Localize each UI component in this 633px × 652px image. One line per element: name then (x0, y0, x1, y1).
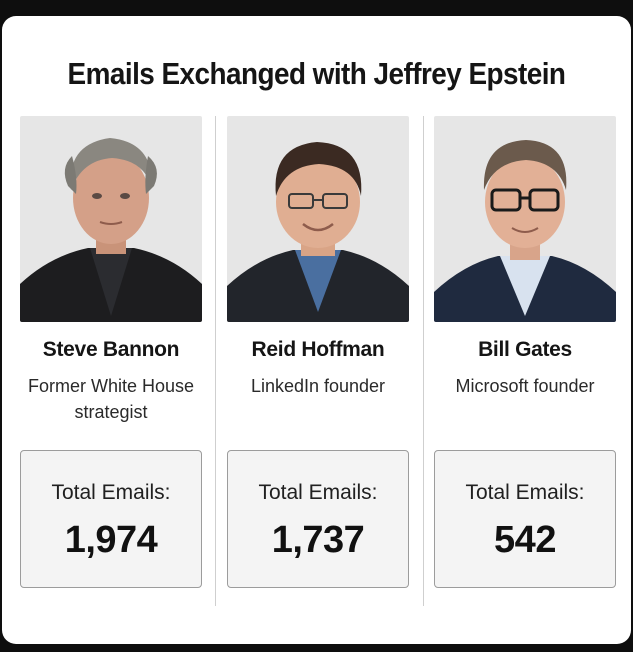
person-name: Steve Bannon (42, 338, 180, 361)
person-role: Microsoft founder (455, 376, 595, 396)
person-role: Former White House strategist (27, 376, 195, 422)
email-stat-box: Total Emails: 542 (434, 450, 616, 588)
email-stat-label: Total Emails: (258, 481, 378, 504)
email-stat-count: 1,737 (271, 519, 365, 561)
page-title: Emails Exchanged with Jeffrey Epstein (67, 56, 566, 91)
infographic-card: Emails Exchanged with Jeffrey Epstein St… (2, 16, 631, 644)
email-stat-box: Total Emails: 1,737 (227, 450, 409, 588)
portrait-steve-bannon (20, 116, 202, 322)
person-role: LinkedIn founder (250, 376, 386, 396)
email-stat-box: Total Emails: 1,974 (20, 450, 202, 588)
person-name: Reid Hoffman (251, 338, 385, 361)
person-name: Bill Gates (478, 338, 572, 361)
portrait-bill-gates (434, 116, 616, 322)
email-stat-count: 1,974 (64, 519, 158, 561)
email-stat-count: 542 (494, 519, 556, 561)
portrait-reid-hoffman (227, 116, 409, 322)
column-divider (215, 116, 216, 606)
column-divider (423, 116, 424, 606)
email-stat-label: Total Emails: (465, 481, 585, 504)
email-stat-label: Total Emails: (51, 481, 171, 504)
